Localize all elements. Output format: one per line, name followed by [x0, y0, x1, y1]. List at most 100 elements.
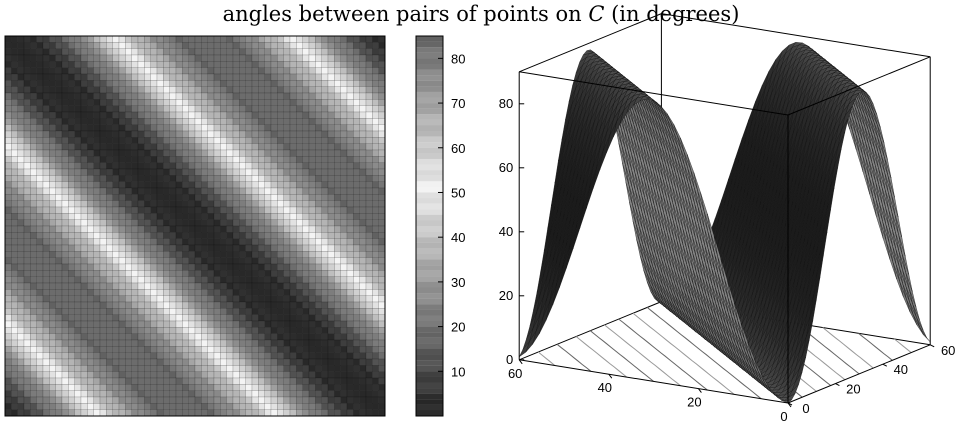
heatmap-cell [245, 358, 253, 366]
heatmap-cell [296, 48, 303, 56]
heatmap-cell [378, 257, 386, 265]
heatmap-cell [353, 232, 360, 239]
heatmap-cell [365, 295, 373, 303]
heatmap-cell [239, 61, 246, 68]
heatmap-cell [245, 206, 253, 214]
heatmap-cell [163, 92, 170, 100]
heatmap-cell [156, 346, 164, 353]
colorbar-band [416, 164, 443, 171]
heatmap-cell [74, 352, 82, 360]
heatmap-cell [175, 219, 183, 227]
heatmap-cell [182, 42, 189, 49]
heatmap-cell [201, 244, 208, 252]
heatmap-cell [17, 187, 25, 195]
heatmap-cell [182, 225, 189, 233]
heatmap-cell [302, 263, 310, 271]
heatmap-cell [258, 396, 265, 404]
heatmap-cell [270, 377, 278, 385]
heatmap-cell [68, 339, 75, 347]
heatmap-cell [340, 86, 348, 94]
heatmap-cell [296, 346, 303, 353]
heatmap-cell [99, 187, 107, 195]
heatmap-cell [289, 225, 297, 233]
heatmap-cell [201, 137, 208, 144]
heatmap-cell [93, 409, 101, 417]
heatmap-cell [93, 124, 101, 132]
heatmap-cell [106, 282, 113, 290]
heatmap-cell [156, 124, 164, 132]
heatmap-cell [283, 238, 291, 246]
heatmap-cell [188, 118, 196, 125]
heatmap-cell [112, 409, 120, 417]
heatmap-cell [11, 339, 18, 347]
heatmap-cell [321, 225, 329, 233]
heatmap-cell [289, 346, 297, 353]
heatmap-cell [112, 282, 120, 290]
heatmap-cell [277, 225, 284, 233]
heatmap-cell [201, 80, 208, 87]
heatmap-cell [74, 213, 82, 220]
heatmap-cell [353, 295, 360, 303]
heatmap-cell [175, 61, 183, 68]
heatmap-cell [220, 61, 227, 68]
heatmap-cell [99, 194, 107, 201]
heatmap-cell [321, 42, 329, 49]
heatmap-cell [17, 390, 25, 398]
heatmap-cell [334, 168, 341, 176]
heatmap-cell [112, 86, 120, 94]
heatmap-cell [327, 130, 335, 138]
heatmap-cell [112, 346, 120, 353]
heatmap-cell [188, 295, 196, 303]
heatmap-cell [106, 365, 113, 372]
heatmap-cell [194, 200, 202, 208]
heatmap-cell [131, 124, 139, 132]
heatmap-cell [23, 403, 31, 410]
colorbar-band [416, 170, 443, 176]
heatmap-cell [232, 92, 240, 100]
heatmap-cell [251, 143, 259, 151]
heatmap-cell [277, 35, 284, 43]
heatmap-cell [308, 67, 316, 75]
heatmap-cell [112, 92, 120, 100]
heatmap-cell [42, 377, 50, 385]
heatmap-cell [264, 289, 272, 296]
colorbar-band [416, 103, 443, 109]
heatmap-cell [118, 352, 126, 360]
heatmap-cell [315, 339, 322, 347]
heatmap-cell [144, 111, 151, 119]
heatmap-cell [188, 377, 196, 385]
heatmap-cell [11, 282, 18, 290]
heatmap-cell [226, 263, 234, 271]
heatmap-cell [137, 130, 145, 138]
heatmap-cell [55, 206, 63, 214]
heatmap-cell [188, 86, 196, 94]
heatmap-cell [55, 257, 63, 265]
heatmap-cell [55, 263, 63, 271]
heatmap-cell [207, 137, 215, 144]
heatmap-cell [74, 206, 82, 214]
heatmap-cell [125, 238, 132, 246]
heatmap-cell [4, 339, 12, 347]
heatmap-cell [125, 346, 132, 353]
heatmap-cell [80, 251, 88, 258]
heatmap-cell [182, 390, 189, 398]
heatmap-cell [277, 282, 284, 290]
heatmap-cell [68, 409, 75, 417]
heatmap-cell [99, 92, 107, 100]
heatmap-cell [112, 333, 120, 341]
heatmap-cell [49, 276, 56, 284]
heatmap-cell [175, 232, 183, 239]
heatmap-cell [315, 219, 322, 227]
heatmap-cell [283, 156, 291, 163]
heatmap-cell [251, 358, 259, 366]
colorbar-band [416, 153, 443, 160]
heatmap-cell [156, 130, 164, 138]
heatmap-cell [99, 276, 107, 284]
heatmap-cell [226, 384, 234, 391]
heatmap-cell [30, 156, 37, 163]
heatmap-cell [251, 194, 259, 201]
heatmap-cell [150, 333, 158, 341]
heatmap-cell [213, 327, 221, 334]
heatmap-cell [131, 377, 139, 385]
heatmap-cell [150, 124, 158, 132]
